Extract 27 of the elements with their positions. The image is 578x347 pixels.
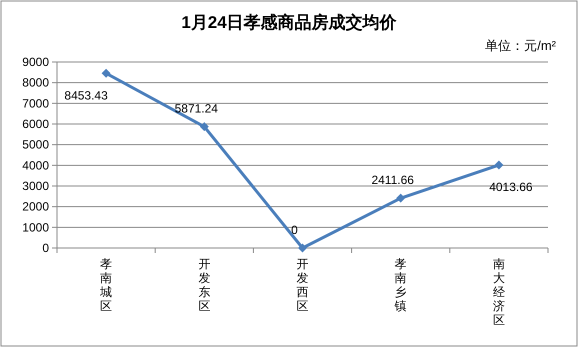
point bbox=[200, 122, 209, 132]
y-tick-label: 8000 bbox=[22, 76, 50, 90]
y-tick-label: 1000 bbox=[22, 220, 50, 234]
data-label: 2411.66 bbox=[371, 173, 414, 188]
y-tick-label: 0 bbox=[42, 241, 50, 255]
y-tick-label: 4000 bbox=[22, 158, 50, 172]
x-tick-label: 孝南乡镇 bbox=[394, 257, 407, 313]
y-tick-label: 7000 bbox=[22, 96, 50, 110]
x-tick-label: 开发西区 bbox=[296, 257, 308, 313]
x-tick-label: 南大经济区 bbox=[492, 257, 505, 327]
y-tick-label: 9000 bbox=[22, 55, 50, 69]
data-label: 0 bbox=[291, 223, 298, 237]
data-label: 4013.66 bbox=[489, 180, 533, 194]
x-tick-label: 孝南城区 bbox=[99, 257, 112, 313]
y-tick-label: 2000 bbox=[22, 200, 50, 214]
point bbox=[494, 160, 504, 170]
y-tick-label: 5000 bbox=[22, 138, 50, 152]
y-tick-label: 3000 bbox=[22, 179, 50, 193]
data-label: 8453.43 bbox=[64, 88, 108, 102]
x-tick-label: 开发东区 bbox=[198, 257, 210, 313]
point bbox=[298, 244, 307, 252]
point bbox=[102, 68, 111, 78]
point bbox=[396, 194, 406, 203]
chart-title: 1月24日孝感商品房成交均价 bbox=[181, 13, 398, 32]
data-label: 5871.24 bbox=[174, 102, 218, 116]
y-tick-label: 6000 bbox=[22, 117, 50, 131]
text: 单位：元/m² bbox=[485, 38, 557, 53]
